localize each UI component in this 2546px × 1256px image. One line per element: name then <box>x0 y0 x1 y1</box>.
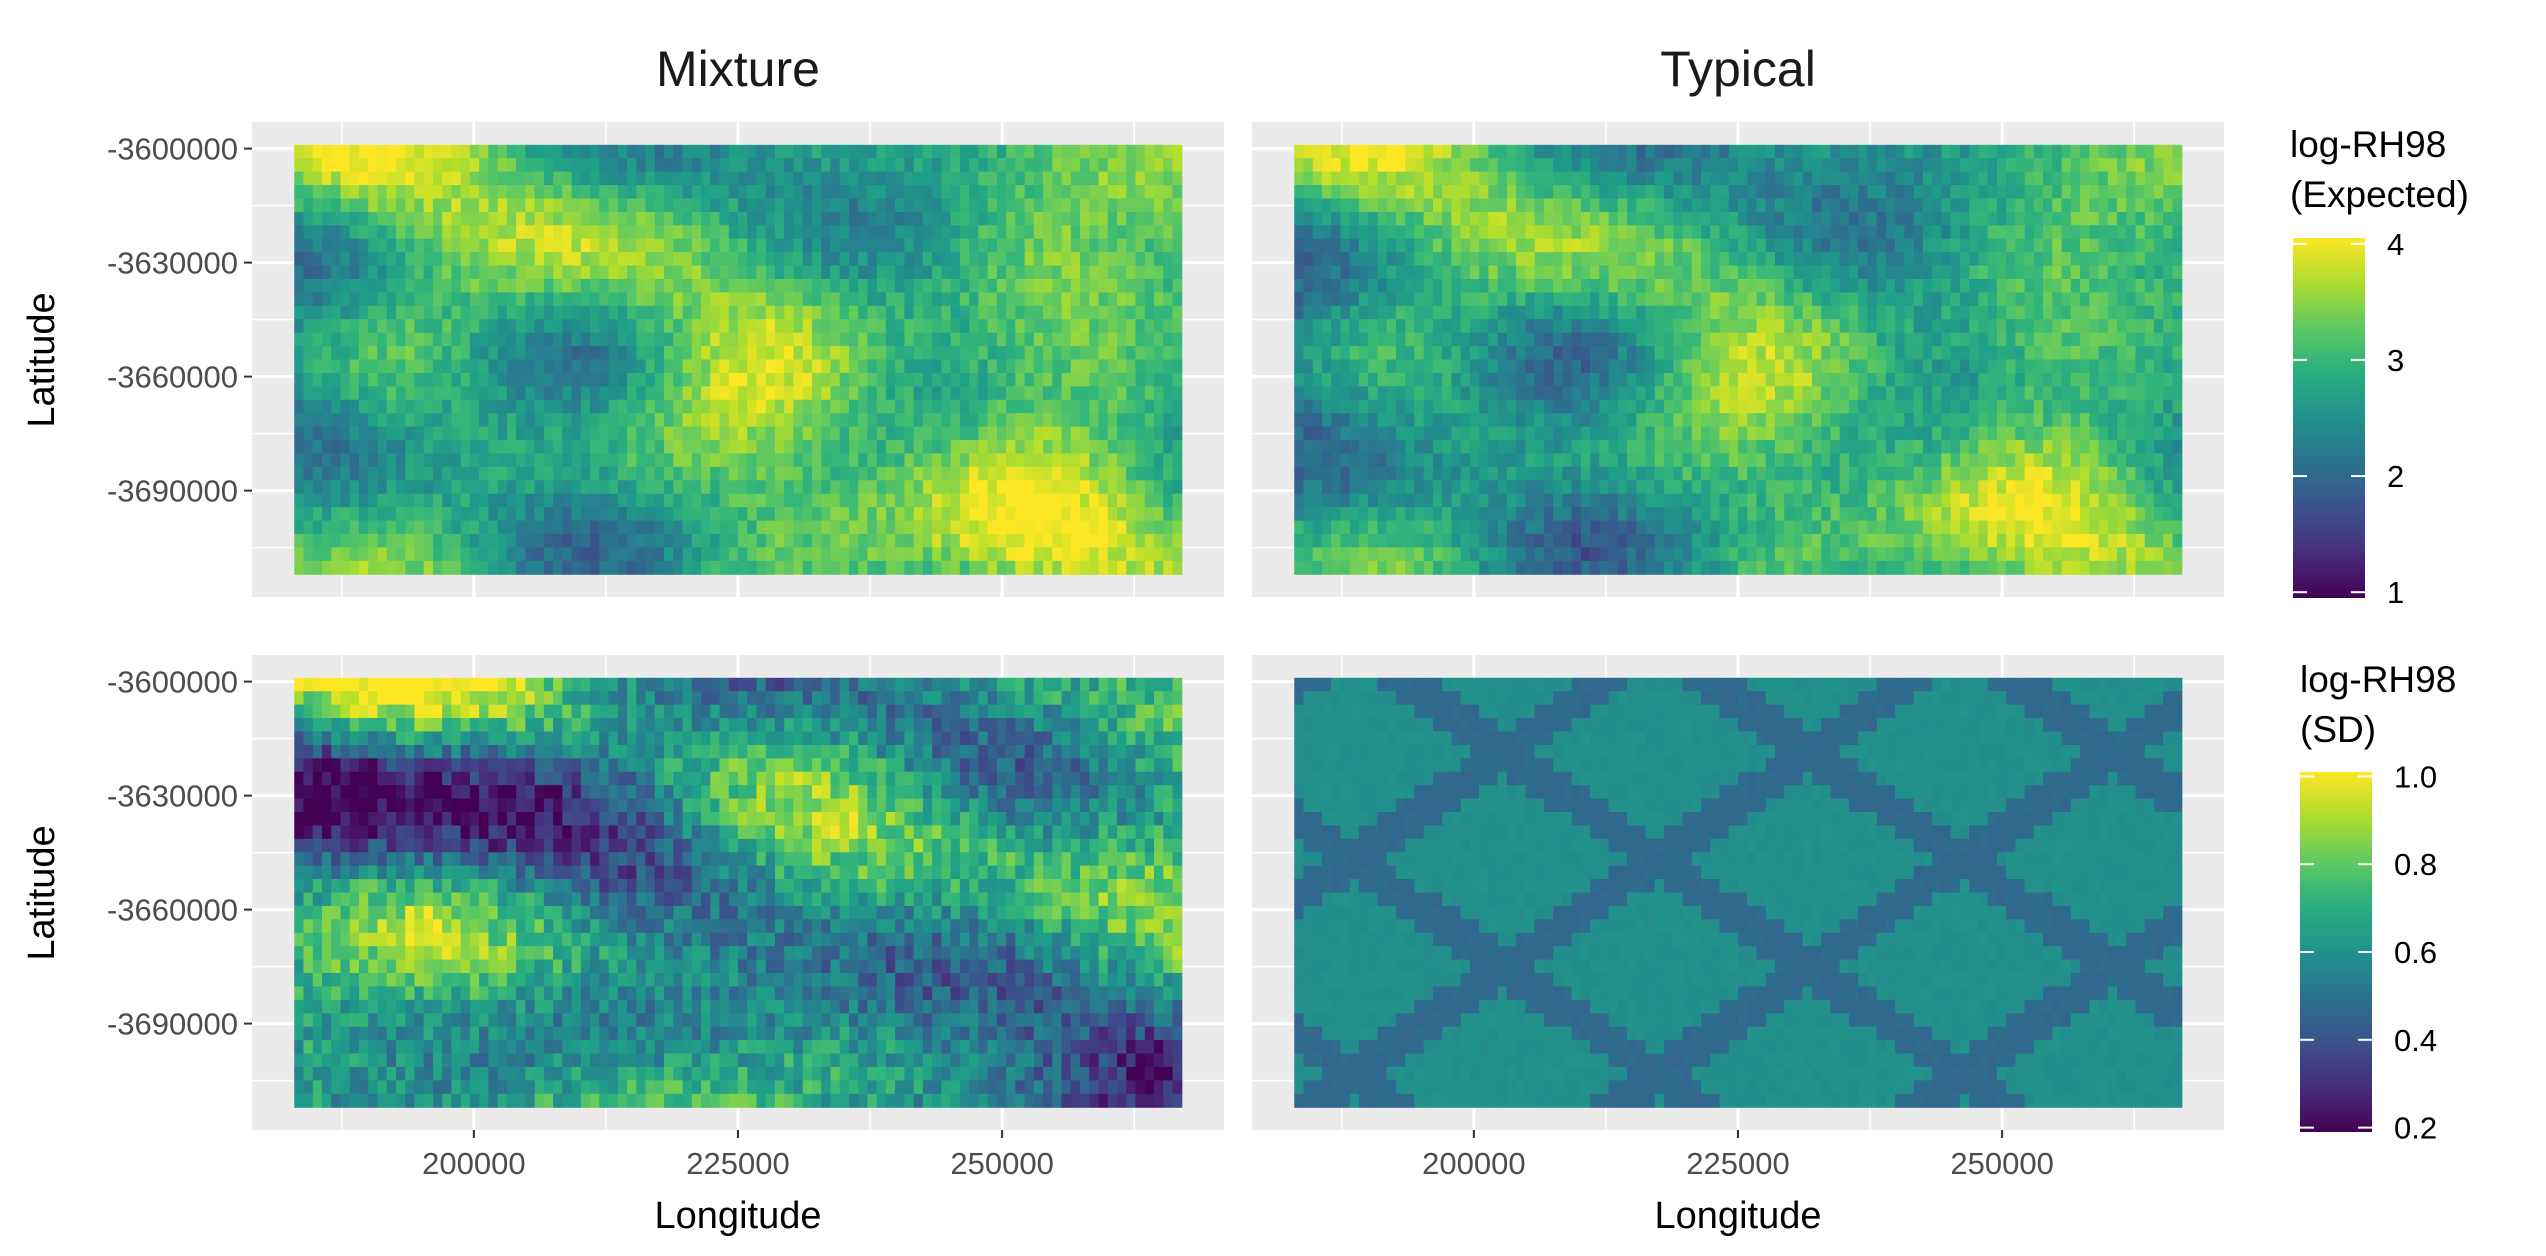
x-axis-label-right: Longitude <box>1655 1195 1822 1237</box>
y-axis-label-top: Latitude <box>21 292 63 427</box>
legend-sd-title-line2: (SD) <box>2300 709 2376 750</box>
legend-tick-label: 0.8 <box>2394 847 2437 882</box>
legend-expected: log-RH98 (Expected) 4 3 2 1 <box>2290 124 2469 610</box>
legend-tick-label: 1 <box>2387 575 2404 610</box>
x-axis-label-left: Longitude <box>655 1195 822 1237</box>
y-tick-label: -3630000 <box>107 246 238 281</box>
raster-cells <box>1294 677 2183 1108</box>
legend-expected-colorbar <box>2293 238 2365 598</box>
raster-cells <box>1294 144 2183 575</box>
panel-mixture-expected: -3600000 -3630000 -3660000 -3690000 <box>107 122 1224 597</box>
panel-typical-sd: 200000 225000 250000 <box>1252 655 2224 1181</box>
legend-tick-label: 0.2 <box>2394 1111 2437 1146</box>
raster-cells <box>294 677 1183 1108</box>
legend-tick-label: 1.0 <box>2394 759 2437 794</box>
legend-expected-title-line1: log-RH98 <box>2290 124 2446 165</box>
y-tick-label: -3600000 <box>107 665 238 700</box>
x-tick-label: 250000 <box>950 1146 1053 1181</box>
y-tick-label: -3690000 <box>107 1007 238 1042</box>
x-tick-label: 225000 <box>686 1146 789 1181</box>
raster-cells <box>294 144 1183 575</box>
legend-sd-title-line1: log-RH98 <box>2300 659 2456 700</box>
facet-title-typical: Typical <box>1660 41 1816 97</box>
x-tick-label: 250000 <box>1950 1146 2053 1181</box>
y-tick-label: -3630000 <box>107 779 238 814</box>
legend-sd: log-RH98 (SD) 1.0 0.8 0.6 0.4 0.2 <box>2300 659 2456 1146</box>
x-tick-label: 225000 <box>1686 1146 1789 1181</box>
legend-tick-label: 4 <box>2387 227 2404 262</box>
panel-mixture-sd: -3600000 -3630000 -3660000 -3690000 200000 22… <box>107 655 1224 1181</box>
x-tick-label: 200000 <box>1422 1146 1525 1181</box>
legend-tick-label: 0.6 <box>2394 935 2437 970</box>
legend-tick-label: 0.4 <box>2394 1023 2437 1058</box>
y-tick-label: -3660000 <box>107 360 238 395</box>
panel-typical-expected <box>1252 122 2224 597</box>
x-tick-label: 200000 <box>422 1146 525 1181</box>
legend-tick-label: 2 <box>2387 459 2404 494</box>
legend-expected-title-line2: (Expected) <box>2290 174 2469 215</box>
y-tick-label: -3600000 <box>107 132 238 167</box>
y-axis-label-bottom: Latitude <box>21 825 63 960</box>
y-tick-label: -3660000 <box>107 893 238 928</box>
legend-tick-label: 3 <box>2387 343 2404 378</box>
facet-title-mixture: Mixture <box>656 41 820 97</box>
y-tick-label: -3690000 <box>107 474 238 509</box>
